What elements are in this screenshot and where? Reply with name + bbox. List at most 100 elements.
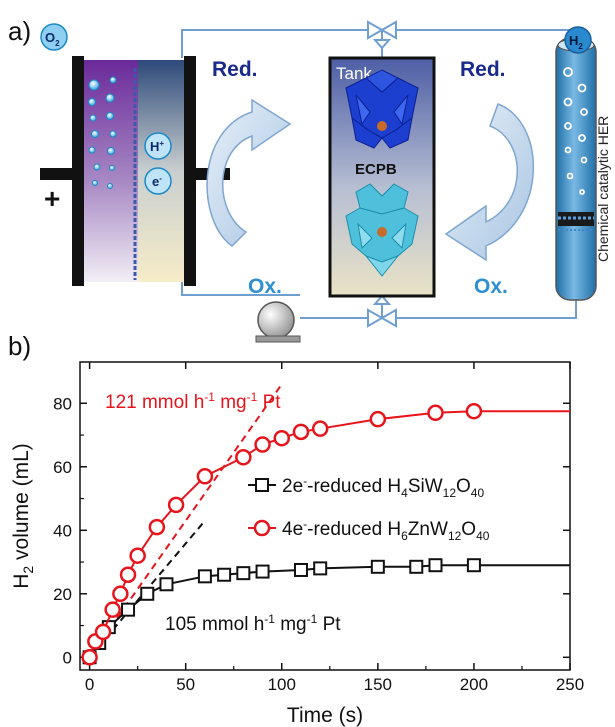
central-atom-top: [377, 121, 387, 131]
x-tick-label: 50: [176, 675, 195, 694]
rate-annotation-part: -1: [204, 390, 215, 404]
x-tick-label: 100: [268, 675, 296, 694]
panel-b-chart: b) 0 50 100 150 200 250 0 20 40 60 80 2e --reduced …: [8, 331, 584, 727]
pump: [255, 301, 301, 343]
her-label: Chemical catalytic HER: [595, 116, 611, 262]
o2-sub: 2: [55, 39, 60, 48]
y-axis-label-sub: 2: [20, 566, 36, 574]
data-point-circle: [104, 601, 121, 618]
data-point-square: [428, 558, 443, 573]
curved-arrow-left: [206, 98, 292, 247]
axes: 0 50 100 150 200 250 0 20 40 60 80: [53, 362, 584, 694]
data-point-circle: [167, 496, 185, 514]
legend-marker-circle: [253, 519, 271, 537]
o2-bubbles: [88, 76, 117, 189]
legend-label-part: 6: [401, 529, 408, 543]
valve-bottom: [367, 294, 397, 328]
legend-label-part: 2e: [282, 476, 303, 497]
ecpb-label: ECPB: [355, 161, 397, 178]
y-axis-label: H2 volume (mL): [10, 443, 36, 589]
legend-label-part: ZnW: [408, 519, 448, 540]
plus-sign: +: [44, 183, 60, 214]
y-axis-label-rest: volume (mL): [10, 443, 33, 566]
o2-bubble-label: O2: [40, 23, 68, 51]
panel-a-label: a): [8, 16, 31, 46]
h2-bubbles: [563, 67, 588, 195]
data-point-circle: [427, 404, 444, 422]
legend-label-part: -: [303, 517, 307, 531]
tank: Tank ECPB: [328, 56, 436, 298]
legend-label-part: 12: [448, 529, 462, 543]
legend-label-part: 40: [471, 486, 485, 500]
rate-annotation: 105 mmol h-1 mg-1 Pt: [165, 612, 341, 635]
y-tick-label: 60: [53, 458, 72, 477]
panel-a-schematic: a): [8, 16, 611, 343]
bottom-pipe-left: [181, 282, 300, 296]
e-minus-sup: -: [159, 174, 162, 183]
svg-text:e-: e-: [152, 174, 162, 189]
plot-frame: [79, 361, 571, 671]
electron: e-: [144, 167, 172, 195]
data-series: [81, 402, 570, 666]
curved-arrow-right: [444, 103, 535, 262]
y-axis-label-base: H: [10, 574, 33, 589]
rate-annotation-part: mg: [275, 614, 307, 635]
data-point-circle: [148, 518, 166, 536]
electrode-left: [40, 168, 74, 180]
data-point-circle: [129, 547, 146, 564]
x-tick-label: 0: [85, 675, 94, 694]
polyoxometalate-reduced: [345, 69, 419, 149]
data-point-square: [255, 564, 270, 579]
svg-text:O2: O2: [45, 30, 60, 48]
legend-label-part: O: [461, 519, 476, 540]
central-atom-bottom: [377, 227, 387, 237]
data-point-circle: [311, 420, 329, 437]
e-minus-base: e: [152, 174, 159, 189]
data-point-circle: [465, 402, 483, 420]
trend-line: [88, 383, 283, 658]
rate-annotation-part: Pt: [317, 614, 341, 635]
legend-label-part: 4e: [282, 519, 303, 540]
rate-annotation-part: mg: [215, 392, 247, 413]
data-point-circle: [196, 468, 214, 485]
y-tick-label: 0: [63, 648, 72, 667]
rate-annotation-part: 105 mmol h: [165, 614, 264, 635]
rate-annotation-part: 121 mmol h: [105, 392, 204, 413]
h2-sub: 2: [578, 42, 583, 51]
y-tick-label: 40: [53, 521, 72, 540]
legend-label-part: 12: [443, 486, 457, 500]
legend-label-part: 4: [401, 486, 408, 500]
h-plus-ion: H+: [144, 132, 172, 160]
rate-annotation-part: -1: [307, 612, 318, 626]
legend-label-part: SiW: [408, 476, 443, 497]
data-point-square: [466, 558, 481, 573]
legend-label-part: O: [456, 476, 471, 497]
x-tick-label: 250: [556, 675, 584, 694]
data-point-square: [370, 559, 385, 574]
red-left-label: Red.: [212, 58, 258, 81]
data-point-circle: [292, 423, 310, 441]
tank-label: Tank: [336, 64, 372, 83]
data-point-circle: [81, 649, 98, 666]
legend-marker-square: [255, 478, 269, 492]
data-point-square: [236, 566, 251, 581]
y-tick-label: 80: [53, 394, 72, 413]
data-point-square: [409, 559, 424, 574]
ox-left-label: Ox.: [248, 275, 282, 298]
data-point-square: [159, 577, 174, 592]
valve-top: [367, 20, 397, 50]
data-point-circle: [254, 436, 271, 453]
data-point-circle: [235, 449, 252, 466]
x-tick-label: 150: [364, 675, 392, 694]
legend-label-part: -reduced H: [307, 519, 401, 540]
data-point-square: [293, 562, 308, 577]
y-tick-label: 20: [53, 585, 72, 604]
panel-b-label: b): [8, 331, 31, 361]
x-tick-label: 200: [460, 675, 488, 694]
svg-text:H+: H+: [150, 139, 164, 154]
legend-label-part: 40: [476, 529, 490, 543]
svg-text:H2: H2: [569, 33, 583, 51]
x-axis-label: Time (s): [287, 704, 363, 727]
